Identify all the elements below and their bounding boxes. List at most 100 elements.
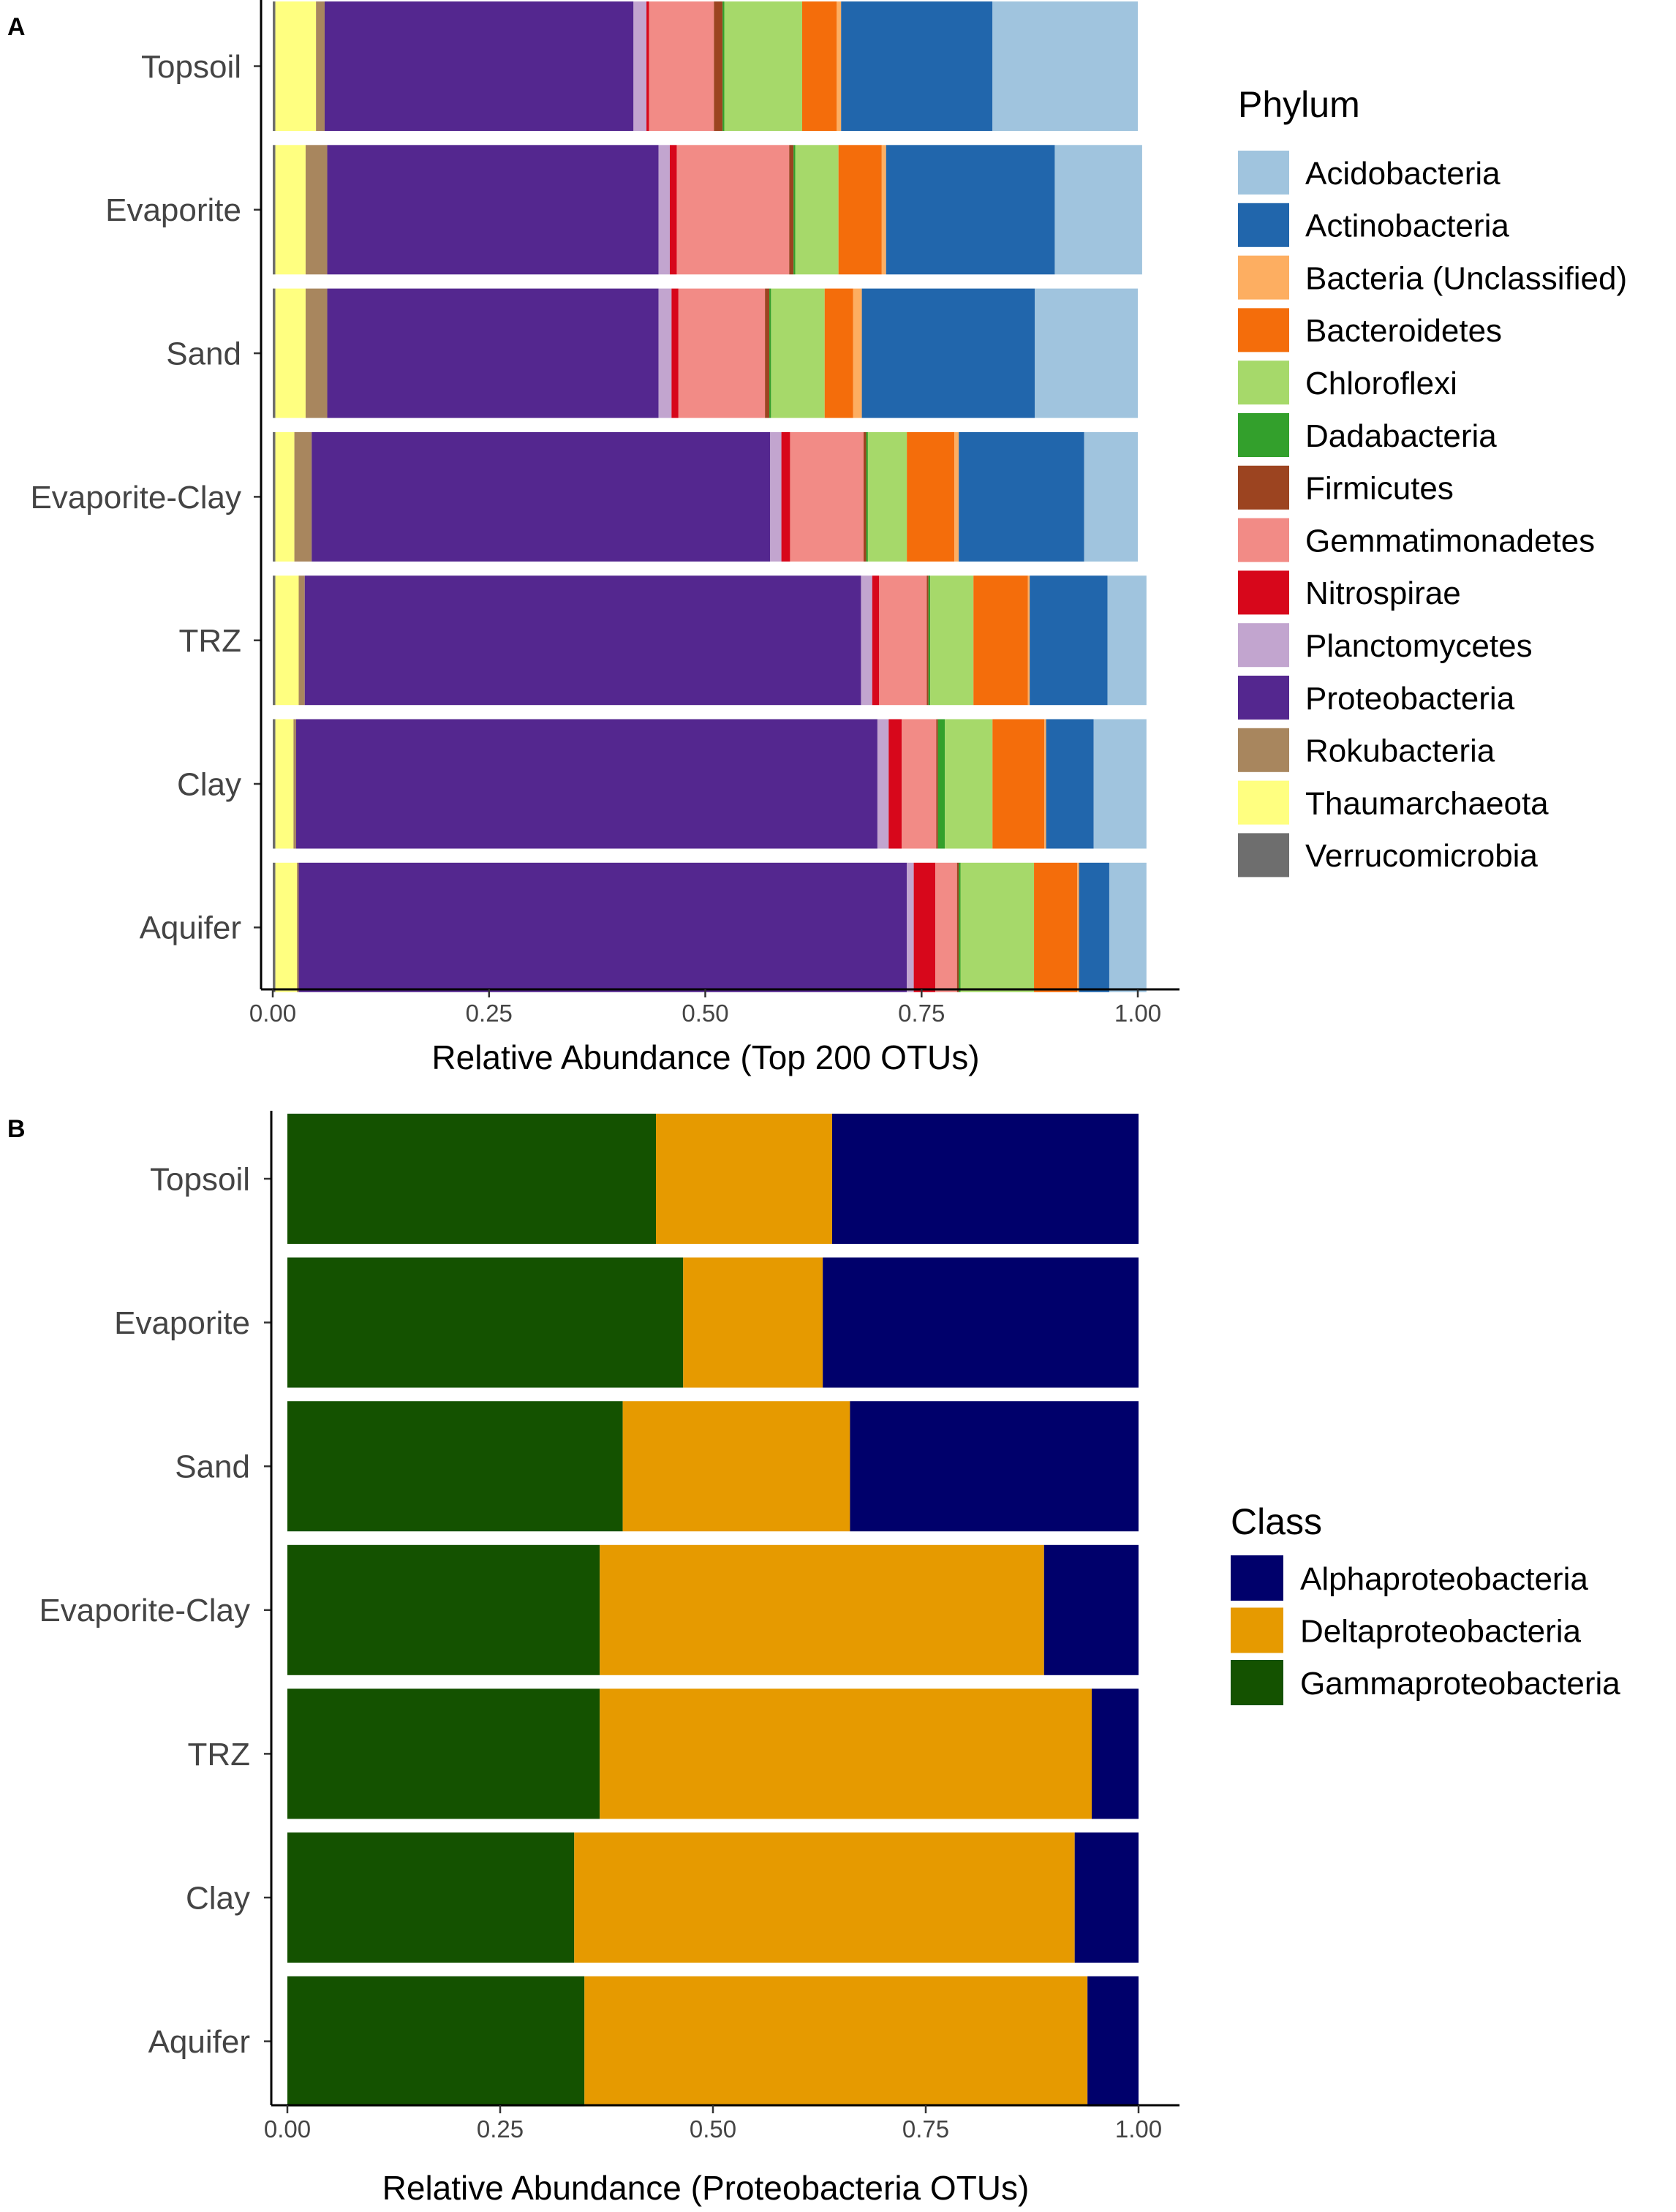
x-tick-label: 0.25 — [477, 2115, 524, 2143]
bar-trz-dadabacteria — [928, 575, 931, 706]
legend-label: Verrucomicrobia — [1305, 838, 1538, 874]
x-axis: 0.00 0.25 0.50 0.75 1.00 — [264, 2104, 1179, 2143]
bars — [287, 1114, 1139, 2107]
bar-aquifer-acidobacteria — [1109, 862, 1147, 992]
bar-topsoil-alphaproteobacteria — [831, 1114, 1139, 1244]
y-axis: Topsoil Evaporite Sand Evaporite-Clay TRZ Cla… — [30, 0, 263, 989]
bar-trz-planctomycetes — [861, 575, 872, 706]
bar-evaporite-gemmatimonadetes — [676, 145, 790, 275]
legend-entries: Acidobacteria Actinobacteria Bacteria (Unc… — [1238, 151, 1627, 877]
bar-sand-chloroflexi — [771, 288, 825, 418]
bar-evaporite-firmicutes — [789, 145, 794, 275]
legend-label: Planctomycetes — [1305, 628, 1533, 664]
legend-swatch-nitrospirae — [1238, 570, 1289, 615]
bar-topsoil-bacteroidetes — [802, 1, 837, 131]
x-tick-label: 0.50 — [690, 2115, 736, 2143]
bar-sand-rokubacteria — [305, 288, 328, 418]
legend-swatch-bacteroidetes — [1238, 308, 1289, 352]
bar-topsoil-dadabacteria — [722, 1, 725, 131]
legend-label: Rokubacteria — [1305, 733, 1495, 769]
y-tick-label: Sand — [166, 336, 241, 372]
bar-trz-bacteroidetes — [973, 575, 1028, 706]
bar-topsoil-chloroflexi — [724, 1, 802, 131]
bar-aquifer-proteobacteria — [298, 862, 907, 992]
legend-swatch-planctomycetes — [1238, 623, 1289, 668]
y-tick-label: Evaporite-Clay — [30, 480, 241, 516]
bar-trz-deltaproteobacteria — [600, 1688, 1092, 1819]
bar-sand-acidobacteria — [1035, 288, 1138, 418]
bar-sand-firmicutes — [765, 288, 770, 418]
bar-evaporite-clay-verrucomicrobia — [273, 431, 276, 562]
bar-aquifer-nitrospirae — [913, 862, 936, 992]
y-tick-label: Clay — [186, 1880, 250, 1916]
x-tick-label: 0.75 — [902, 2115, 949, 2143]
bar-evaporite-clay-nitrospirae — [781, 431, 790, 562]
x-axis-title: Relative Abundance (Top 200 OTUs) — [431, 1038, 979, 1076]
bar-aquifer-firmicutes — [956, 862, 959, 992]
bar-clay-alphaproteobacteria — [1074, 1832, 1139, 1963]
legend-swatch-actinobacteria — [1238, 203, 1289, 247]
bars — [273, 1, 1147, 992]
panel-a: A Topsoil Evaporite Sand Evaporite-Clay TRZ C… — [7, 0, 1627, 1076]
x-axis-title: Relative Abundance (Proteobacteria OTUs) — [382, 2169, 1030, 2207]
bar-trz-rokubacteria — [298, 575, 305, 706]
legend-label: Dadabacteria — [1305, 418, 1497, 454]
bar-topsoil-gammaproteobacteria — [287, 1114, 657, 1244]
legend-entries: Alphaproteobacteria Deltaproteobacteria Ga… — [1231, 1555, 1620, 1705]
bar-aquifer-alphaproteobacteria — [1087, 1976, 1139, 2107]
legend-label: Nitrospirae — [1305, 575, 1461, 611]
bar-clay-nitrospirae — [888, 719, 902, 849]
y-tick-label: Clay — [177, 766, 241, 802]
bar-aquifer-verrucomicrobia — [273, 862, 276, 992]
bar-topsoil-deltaproteobacteria — [656, 1114, 832, 1244]
bar-sand-verrucomicrobia — [273, 288, 276, 418]
y-tick-label: Evaporite-Clay — [39, 1593, 250, 1628]
legend-swatch-chloroflexi — [1238, 361, 1289, 405]
legend-label: Chloroflexi — [1305, 366, 1457, 401]
bar-topsoil-actinobacteria — [841, 1, 993, 131]
bar-evaporite-thaumarchaeota — [275, 145, 306, 275]
legend-label: Bacteroidetes — [1305, 313, 1502, 349]
legend-swatch-firmicutes — [1238, 465, 1289, 510]
bar-trz-thaumarchaeota — [275, 575, 299, 706]
y-tick-label: Evaporite — [114, 1305, 250, 1341]
x-tick-label: 0.25 — [466, 1000, 513, 1027]
bar-evaporite-clay-rokubacteria — [294, 431, 312, 562]
y-tick-label: Aquifer — [140, 910, 241, 946]
bar-evaporite-alphaproteobacteria — [823, 1257, 1139, 1388]
bar-sand-gemmatimonadetes — [678, 288, 766, 418]
bar-sand-bacteroidetes — [824, 288, 853, 418]
bar-evaporite-clay-dadabacteria — [866, 431, 868, 562]
legend-swatch-thaumarchaeota — [1238, 780, 1289, 825]
bar-clay-proteobacteria — [295, 719, 877, 849]
bar-evaporite-clay-chloroflexi — [867, 431, 907, 562]
bar-sand-planctomycetes — [658, 288, 672, 418]
legend-swatch-acidobacteria — [1238, 151, 1289, 195]
bar-evaporite-bacteroidetes — [838, 145, 882, 275]
legend-swatch-deltaproteobacteria — [1231, 1607, 1283, 1653]
bar-topsoil-gemmatimonadetes — [649, 1, 714, 131]
bar-trz-gammaproteobacteria — [287, 1688, 600, 1819]
legend-swatch-proteobacteria — [1238, 676, 1289, 720]
bar-sand-thaumarchaeota — [275, 288, 306, 418]
legend-swatch-bacteria-unclassified — [1238, 255, 1289, 300]
legend-swatch-verrucomicrobia — [1238, 833, 1289, 877]
bar-aquifer-actinobacteria — [1079, 862, 1109, 992]
bar-evaporite-acidobacteria — [1054, 145, 1142, 275]
bar-evaporite-clay-firmicutes — [863, 431, 867, 562]
bar-clay-chloroflexi — [945, 719, 993, 849]
bar-topsoil-nitrospirae — [646, 1, 649, 131]
bar-topsoil-rokubacteria — [316, 1, 325, 131]
bar-evaporite-clay-planctomycetes — [770, 431, 782, 562]
x-tick-label: 0.50 — [682, 1000, 728, 1027]
legend-label: Acidobacteria — [1305, 156, 1501, 192]
bar-clay-actinobacteria — [1046, 719, 1094, 849]
legend-title: Class — [1231, 1501, 1322, 1542]
bar-topsoil-acidobacteria — [992, 1, 1138, 131]
bar-clay-rokubacteria — [293, 719, 296, 849]
bar-trz-actinobacteria — [1030, 575, 1108, 706]
y-tick-label: Aquifer — [148, 2024, 250, 2060]
bar-evaporite-clay-gemmatimonadetes — [790, 431, 864, 562]
legend-swatch-rokubacteria — [1238, 728, 1289, 772]
